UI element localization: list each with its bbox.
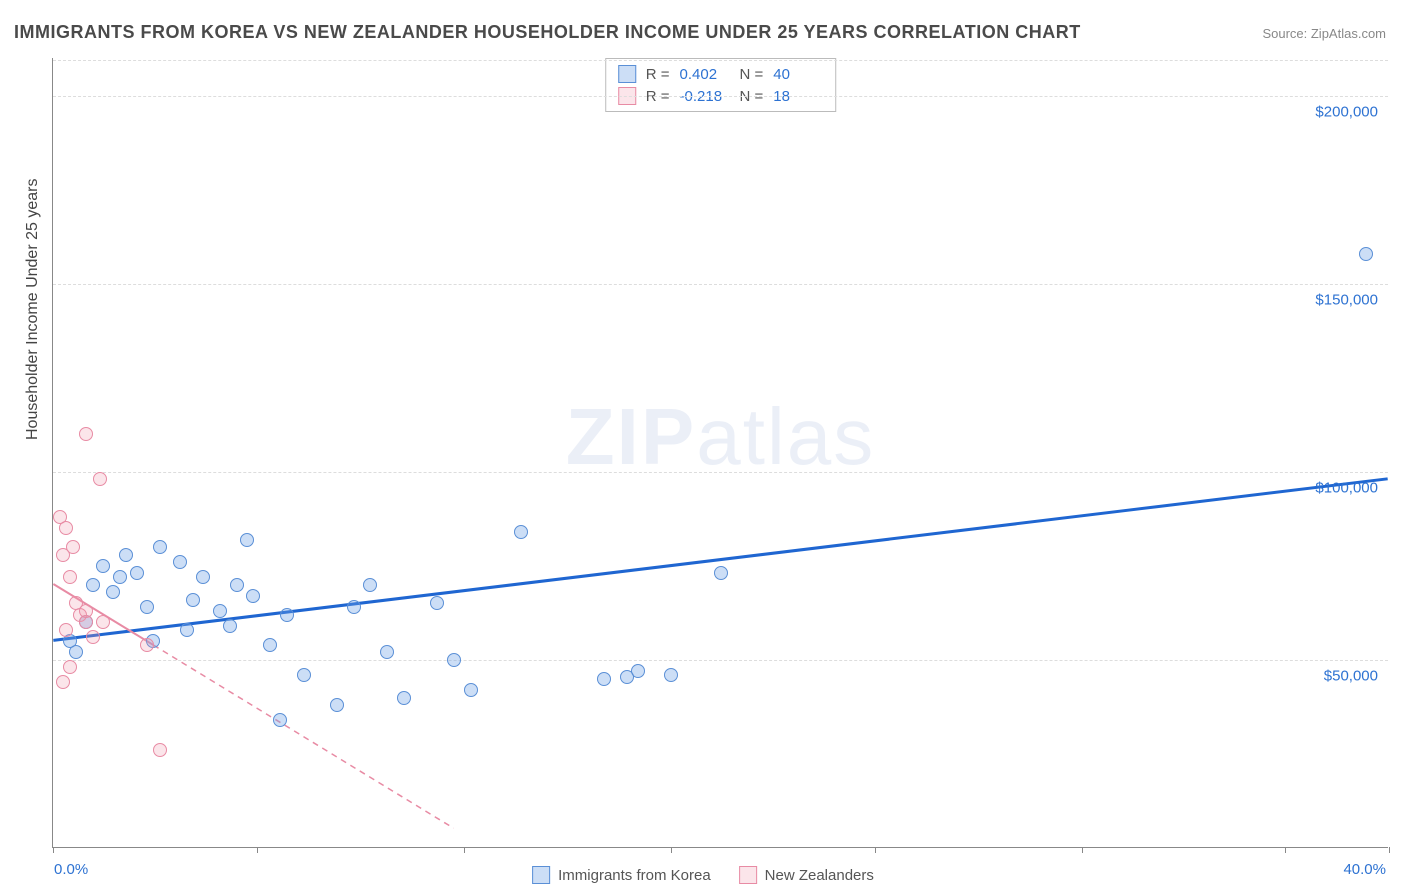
nz-point xyxy=(59,623,73,637)
nz-point xyxy=(79,427,93,441)
x-tick xyxy=(257,847,258,853)
korea-point xyxy=(119,548,133,562)
korea-point xyxy=(273,713,287,727)
nz-point xyxy=(66,540,80,554)
korea-point xyxy=(714,566,728,580)
legend-item: New Zealanders xyxy=(739,866,874,884)
korea-point xyxy=(597,672,611,686)
korea-point xyxy=(153,540,167,554)
y-tick-label: $100,000 xyxy=(1315,479,1378,496)
korea-point xyxy=(173,555,187,569)
korea-point xyxy=(297,668,311,682)
korea-point xyxy=(263,638,277,652)
korea-point xyxy=(180,623,194,637)
x-tick xyxy=(1389,847,1390,853)
korea-point xyxy=(280,608,294,622)
x-axis-max-label: 40.0% xyxy=(1343,861,1386,878)
bottom-legend: Immigrants from Korea New Zealanders xyxy=(532,866,874,884)
korea-point xyxy=(223,619,237,633)
korea-point xyxy=(397,691,411,705)
r-value: 0.402 xyxy=(680,66,730,83)
trend-lines-svg xyxy=(53,58,1388,847)
korea-point xyxy=(113,570,127,584)
legend-label: New Zealanders xyxy=(765,867,874,884)
y-tick-label: $150,000 xyxy=(1315,291,1378,308)
nz-point xyxy=(96,615,110,629)
korea-point xyxy=(246,589,260,603)
korea-point xyxy=(240,533,254,547)
watermark-text: ZIPatlas xyxy=(566,391,875,483)
x-axis-min-label: 0.0% xyxy=(54,861,88,878)
korea-point xyxy=(664,668,678,682)
legend-swatch xyxy=(532,866,550,884)
legend-item: Immigrants from Korea xyxy=(532,866,711,884)
korea-point xyxy=(86,578,100,592)
nz-point xyxy=(63,570,77,584)
nz-point xyxy=(86,630,100,644)
korea-point xyxy=(106,585,120,599)
legend-swatch xyxy=(739,866,757,884)
korea-point xyxy=(380,645,394,659)
nz-point xyxy=(59,521,73,535)
gridline xyxy=(53,472,1388,473)
stats-row: R = 0.402 N = 40 xyxy=(618,63,824,85)
korea-point xyxy=(464,683,478,697)
nz-point xyxy=(63,660,77,674)
korea-point xyxy=(330,698,344,712)
gridline xyxy=(53,284,1388,285)
correlation-stats-box: R = 0.402 N = 40 R = -0.218 N = 18 xyxy=(605,58,837,112)
n-label: N = xyxy=(740,66,764,83)
korea-point xyxy=(230,578,244,592)
korea-point xyxy=(130,566,144,580)
x-tick xyxy=(1082,847,1083,853)
korea-point xyxy=(631,664,645,678)
n-value: 40 xyxy=(773,66,823,83)
x-tick xyxy=(1285,847,1286,853)
korea-point xyxy=(447,653,461,667)
korea-point xyxy=(1359,247,1373,261)
korea-point xyxy=(96,559,110,573)
korea-point xyxy=(363,578,377,592)
nz-point xyxy=(153,743,167,757)
nz-point xyxy=(79,604,93,618)
korea-point xyxy=(213,604,227,618)
korea-point xyxy=(69,645,83,659)
y-tick-label: $50,000 xyxy=(1324,667,1378,684)
nz-point xyxy=(93,472,107,486)
gridline xyxy=(53,96,1388,97)
korea-point xyxy=(186,593,200,607)
y-tick-label: $200,000 xyxy=(1315,103,1378,120)
watermark-zip: ZIP xyxy=(566,392,696,481)
korea-point xyxy=(196,570,210,584)
legend-label: Immigrants from Korea xyxy=(558,867,711,884)
korea-point xyxy=(347,600,361,614)
r-label: R = xyxy=(646,66,670,83)
plot-area: ZIPatlas R = 0.402 N = 40 R = -0.218 N =… xyxy=(52,58,1388,848)
nz-point xyxy=(140,638,154,652)
korea-point xyxy=(430,596,444,610)
gridline xyxy=(53,60,1388,61)
gridline xyxy=(53,660,1388,661)
x-tick xyxy=(875,847,876,853)
korea-point xyxy=(140,600,154,614)
x-tick xyxy=(671,847,672,853)
korea-point xyxy=(514,525,528,539)
nz-point xyxy=(56,675,70,689)
source-attribution: Source: ZipAtlas.com xyxy=(1262,26,1386,41)
x-tick xyxy=(464,847,465,853)
watermark-atlas: atlas xyxy=(696,392,875,481)
y-axis-label: Householder Income Under 25 years xyxy=(24,179,42,440)
legend-swatch xyxy=(618,65,636,83)
chart-title: IMMIGRANTS FROM KOREA VS NEW ZEALANDER H… xyxy=(14,22,1081,43)
x-tick xyxy=(53,847,54,853)
